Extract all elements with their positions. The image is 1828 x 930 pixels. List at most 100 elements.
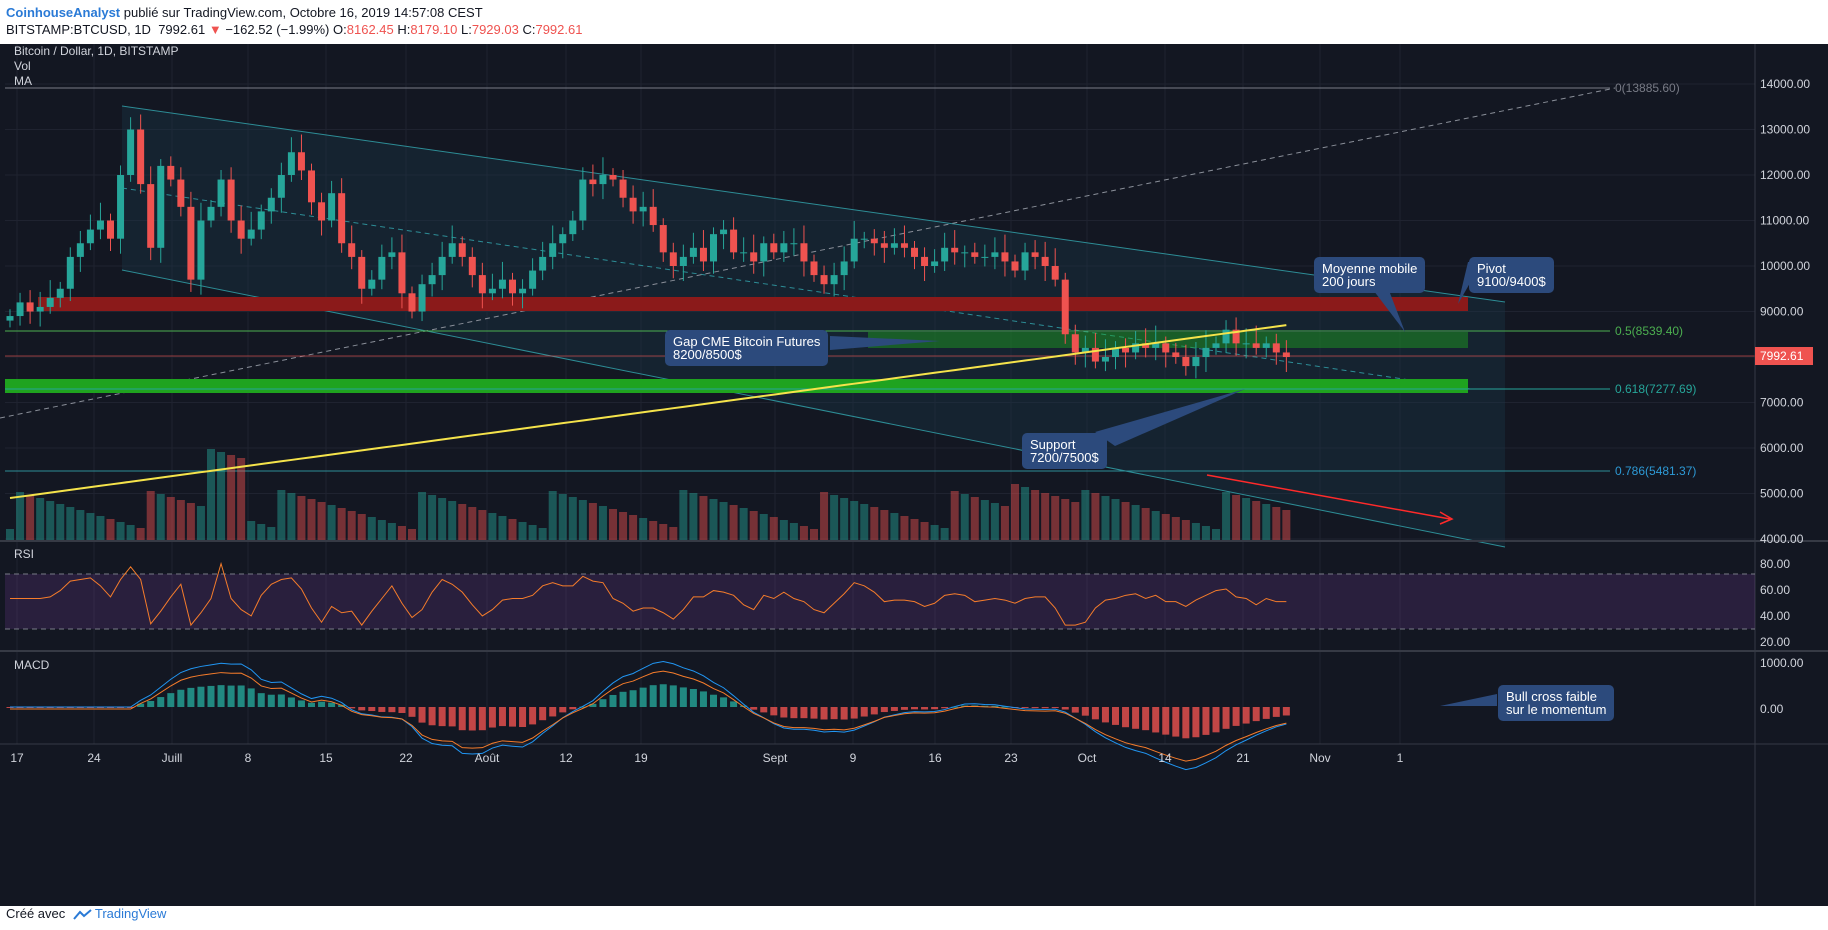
fib-0786-label: 0.786(5481.37) [1615, 464, 1696, 478]
candle-body [77, 243, 84, 257]
volume-bar [147, 491, 155, 541]
candle-body [17, 302, 24, 316]
volume-bar [1272, 507, 1280, 541]
tradingview-link[interactable]: TradingView [95, 906, 167, 921]
volume-bar [1222, 492, 1230, 541]
volume-bar [740, 508, 748, 541]
volume-bar [277, 490, 285, 541]
volume-bar [569, 497, 577, 541]
candle-body [961, 252, 968, 253]
macd-hist-bar [1062, 707, 1069, 710]
volume-bar [1001, 506, 1009, 541]
volume-bar [800, 526, 808, 541]
candle-body [187, 207, 194, 280]
volume-bar [870, 507, 878, 541]
macd-hist-bar [750, 707, 757, 710]
candle-body [258, 211, 265, 229]
candle-body [1182, 357, 1189, 366]
volume-bar [850, 501, 858, 541]
volume-bar [1252, 501, 1260, 541]
candle-body [1012, 261, 1019, 270]
candle-body [911, 248, 918, 257]
macd-hist-bar [208, 686, 215, 707]
price-tick-label: 11000.00 [1760, 214, 1809, 228]
macd-hist-bar [328, 703, 335, 707]
volume-bar [267, 527, 275, 541]
time-tick-label: 8 [245, 751, 252, 765]
fib-0618-label: 0.618(7277.69) [1615, 382, 1696, 396]
macd-hist-bar [620, 692, 627, 707]
footer-credit: Créé avec TradingView [6, 906, 166, 921]
price-tick-label: 13000.00 [1760, 123, 1810, 137]
candle-body [137, 130, 144, 185]
candle-body [690, 248, 697, 257]
price-tick-label: 9000.00 [1760, 305, 1804, 319]
volume-bar [619, 512, 627, 541]
time-tick-label: Juill [162, 751, 183, 765]
pivot-annotation: Pivot 9100/9400$ [1469, 257, 1554, 293]
macd-hist-bar [811, 707, 818, 719]
volume-bar [991, 503, 999, 541]
open-label: O: [333, 22, 347, 37]
volume-bar [720, 502, 728, 541]
candle-body [921, 257, 928, 266]
macd-hist-bar [439, 707, 446, 726]
macd-hist-bar [409, 707, 416, 717]
macd-hist-bar [630, 690, 637, 707]
candle-body [1253, 343, 1260, 348]
macd-hist-bar [157, 697, 164, 707]
volume-bar [197, 506, 205, 541]
macd-hist-bar [429, 707, 436, 725]
macd-hist-bar [790, 707, 797, 718]
macd-hist-bar [660, 684, 667, 707]
volume-bar [137, 528, 145, 541]
volume-bar [1071, 502, 1079, 541]
volume-bar [659, 524, 667, 541]
volume-bar [1132, 505, 1140, 541]
publish-line: CoinhouseAnalyst publié sur TradingView.… [6, 5, 483, 20]
author-link[interactable]: CoinhouseAnalyst [6, 5, 120, 20]
price-tick-label: 10000.00 [1760, 259, 1810, 273]
publish-info: publié sur TradingView.com, Octobre 16, … [120, 5, 483, 20]
chart-area[interactable]: 0(13885.60) 0.5(8539.40) 0.618(7277.69) … [0, 44, 1828, 906]
volume-bar [1212, 529, 1220, 541]
candle-body [971, 252, 978, 257]
candle-body [650, 207, 657, 225]
macd-hist-bar [1182, 707, 1189, 738]
chart-svg[interactable]: 0(13885.60) 0.5(8539.40) 0.618(7277.69) … [0, 44, 1828, 906]
macd-hist-bar [780, 707, 787, 718]
volume-bar [669, 527, 677, 541]
candle-body [720, 230, 727, 235]
macd-hist-bar [288, 697, 295, 707]
candle-body [27, 302, 34, 311]
volume-bar [750, 511, 758, 541]
macd-hist-bar [569, 707, 576, 709]
macd-hist-bar [680, 687, 687, 707]
volume-bar [257, 524, 265, 541]
volume-bar [1142, 508, 1150, 541]
volume-bar [599, 506, 607, 541]
candle-body [1102, 357, 1109, 362]
macd-hist-bar [1072, 707, 1079, 713]
volume-bar [318, 502, 326, 541]
candle-body [549, 243, 556, 257]
macd-hist-bar [248, 688, 255, 707]
volume-bar [177, 500, 185, 541]
volume-bar [860, 504, 868, 541]
volume-bar [96, 516, 104, 541]
candle-body [780, 243, 787, 252]
candle-body [47, 298, 54, 307]
macd-hist-bar [1022, 707, 1029, 708]
volume-bar [76, 510, 84, 541]
macd-legend: MACD [14, 658, 50, 672]
price-tick-label: 4000.00 [1760, 532, 1804, 546]
volume-bar [730, 505, 738, 541]
price-change: −162.52 (−1.99%) [225, 22, 329, 37]
candle-body [710, 234, 717, 261]
macd-hist-bar [1223, 707, 1230, 729]
volume-bar [287, 493, 295, 541]
volume-bar [1091, 493, 1099, 541]
macd-hist-bar [529, 707, 536, 724]
volume-bar [297, 496, 305, 541]
macd-hist-bar [770, 707, 777, 715]
